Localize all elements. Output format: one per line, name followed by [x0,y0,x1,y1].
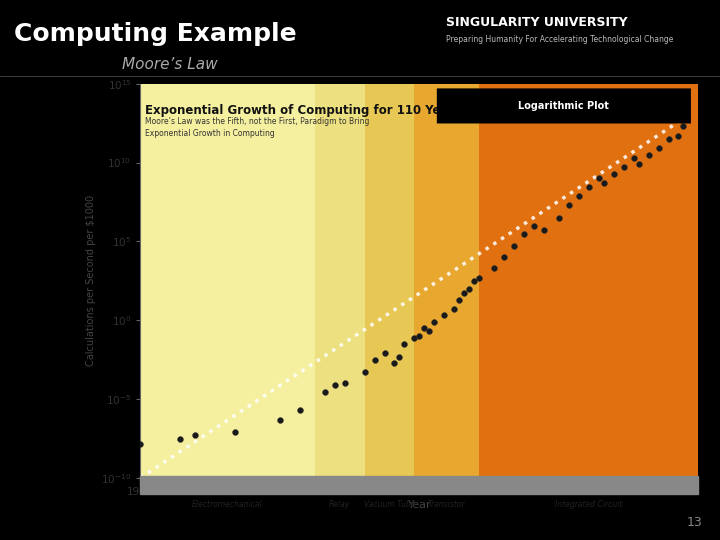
Text: 13: 13 [686,516,702,529]
Point [498,253,510,261]
Point [643,151,654,159]
Point [628,153,639,162]
Text: SINGULARITY UNIVERSITY: SINGULARITY UNIVERSITY [446,16,628,29]
Text: Vacuum Tube: Vacuum Tube [364,500,415,509]
Point [618,163,629,172]
Text: Moore’s Law: Moore’s Law [122,57,218,72]
Point [428,318,440,326]
Text: Year: Year [409,478,433,492]
Text: Electromechanical: Electromechanical [192,500,263,509]
Text: Computing Example: Computing Example [14,22,297,45]
Point [399,340,410,348]
Point [369,356,380,364]
Point [553,214,564,222]
Point [174,435,186,443]
Point [454,295,465,304]
Point [319,387,330,396]
Point [329,381,341,389]
Point [389,359,400,367]
Point [339,379,351,388]
Bar [140,84,315,478]
Text: Moore’s Law was the Fifth, not the First, Paradigm to Bring: Moore’s Law was the Fifth, not the First… [145,117,370,126]
Point [538,226,549,235]
Point [518,230,530,238]
Point [633,160,644,168]
Point [394,352,405,361]
Point [274,415,286,424]
Point [229,428,240,436]
Text: Relay: Relay [329,500,351,509]
Point [413,332,425,340]
Bar [415,84,480,478]
Text: Exponential Growth of Computing for 110 Years: Exponential Growth of Computing for 110 … [145,104,462,117]
Point [598,179,610,187]
Point [449,305,460,314]
Point [464,285,475,293]
Point [409,333,420,342]
Text: Transistor: Transistor [428,500,466,509]
Point [294,406,305,414]
Y-axis label: Calculations per Second per $1000: Calculations per Second per $1000 [86,195,96,366]
Point [379,349,390,357]
Text: Preparing Humanity For Accelerating Technological Change: Preparing Humanity For Accelerating Tech… [446,35,674,44]
Point [135,439,146,448]
Point [563,201,575,210]
Text: Integrated Circuit: Integrated Circuit [555,500,623,509]
Point [438,311,450,320]
Point [528,221,540,230]
Point [474,273,485,282]
Text: Exponential Growth in Computing: Exponential Growth in Computing [145,129,275,138]
FancyBboxPatch shape [437,89,691,124]
Point [418,324,430,333]
Point [488,264,500,273]
Bar [364,84,415,478]
Point [508,242,520,251]
Point [459,289,470,298]
Text: Year: Year [408,485,434,498]
Text: Logarithmic Plot: Logarithmic Plot [518,101,609,111]
Point [608,169,619,178]
Point [662,135,674,144]
Point [469,277,480,286]
Point [593,174,605,183]
Point [359,368,370,376]
Bar [315,84,364,478]
X-axis label: Year: Year [408,500,431,510]
Point [189,431,201,440]
Bar [480,84,698,478]
Point [573,191,585,200]
Point [653,144,665,153]
Point [672,131,684,140]
Point [583,182,595,191]
Point [678,122,689,131]
Point [423,327,435,335]
